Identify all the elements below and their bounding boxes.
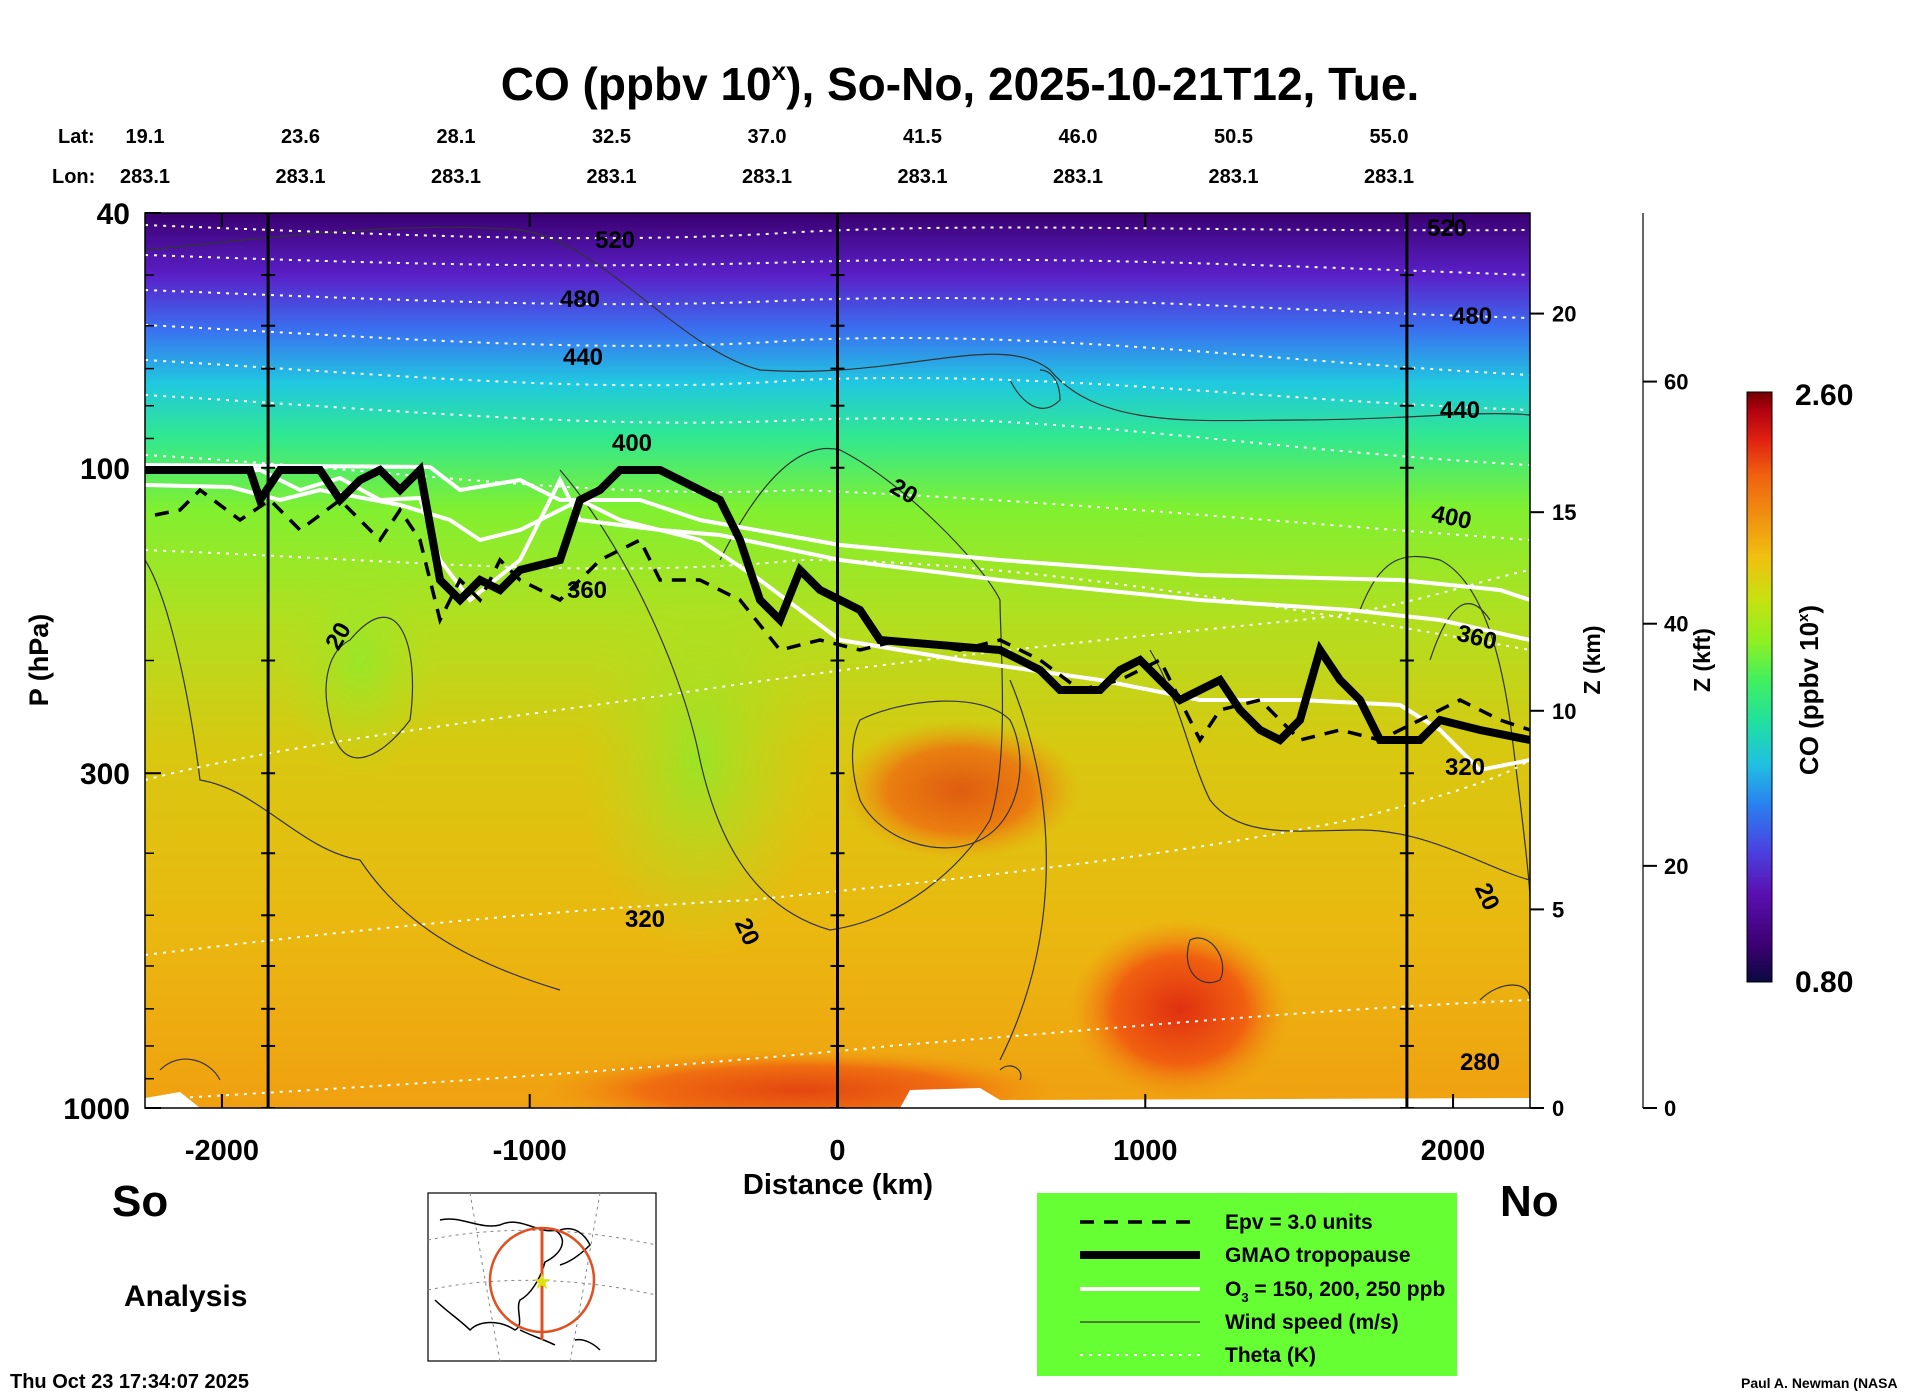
theta-label-440-left: 440 (563, 344, 603, 371)
lon-tick-8: 283.1 (1364, 166, 1414, 188)
z-km-tick-label-2: 10 (1552, 699, 1576, 724)
theta-contours (145, 224, 1530, 1101)
x-axis-label: Distance (km) (743, 1169, 933, 1201)
colorbar-max-label: 2.60 (1795, 379, 1853, 412)
z-kft-tick-label-2: 40 (1664, 612, 1688, 637)
reference-lines (261, 213, 1414, 1108)
lat-tick-5: 41.5 (903, 126, 942, 148)
lat-label: Lat: (58, 126, 95, 148)
z-km-label: Z (km) (1579, 626, 1605, 695)
x-axis: -2000 -1000 0 1000 2000 (185, 213, 1485, 1167)
tropopause-line (145, 461, 1530, 745)
z-km-tick-label-1: 5 (1552, 897, 1564, 922)
ozone-contours (145, 463, 1530, 773)
co-high-region-mid (840, 720, 1080, 860)
lon-label: Lon: (52, 166, 95, 188)
theta-label-440-right: 440 (1440, 397, 1480, 424)
lat-tick-8: 55.0 (1370, 126, 1409, 148)
y-axis: 40 100 300 1000 (63, 198, 161, 1126)
chart-title: CO (ppbv 10x), So-No, 2025-10-21T12, Tue… (501, 56, 1420, 110)
lon-tick-7: 283.1 (1208, 166, 1258, 188)
legend-wind-label: Wind speed (m/s) (1225, 1311, 1399, 1334)
lon-tick-1: 283.1 (275, 166, 325, 188)
y-tick-label-3: 1000 (63, 1093, 130, 1126)
z-km-axis: 0 5 10 15 20 (1530, 302, 1576, 1121)
y-tick-label-2: 300 (80, 758, 130, 791)
timestamp: Thu Oct 23 17:34:07 2025 (10, 1371, 249, 1393)
colorbar-min-label: 0.80 (1795, 966, 1853, 999)
z-km-tick-label-3: 15 (1552, 500, 1576, 525)
theta-label-520-left: 520 (595, 227, 635, 254)
x-tick-label-1: -1000 (493, 1135, 567, 1167)
lat-tick-7: 50.5 (1214, 126, 1253, 148)
lon-tick-6: 283.1 (1053, 166, 1103, 188)
lon-tick-2: 283.1 (431, 166, 481, 188)
legend-theta-label: Theta (K) (1225, 1344, 1316, 1367)
theta-label-480-right: 480 (1452, 303, 1492, 330)
theta-label-280: 280 (1460, 1049, 1500, 1076)
lon-tick-4: 283.1 (742, 166, 792, 188)
co-high-region-lower (1070, 920, 1290, 1100)
epv-line (154, 487, 1530, 744)
analysis-label: Analysis (124, 1280, 247, 1313)
legend: Epv = 3.0 units GMAO tropopause O3 = 150… (1037, 1193, 1457, 1376)
z-kft-label: Z (kft) (1689, 628, 1715, 692)
south-label: So (112, 1177, 168, 1226)
lon-tick-5: 283.1 (897, 166, 947, 188)
inset-map: ★ (427, 1192, 657, 1362)
lat-tick-6: 46.0 (1059, 126, 1098, 148)
x-tick-label-3: 1000 (1113, 1135, 1178, 1167)
theta-label-520-right: 520 (1427, 215, 1467, 242)
y-axis-label: P (hPa) (24, 614, 54, 707)
legend-tropopause-label: GMAO tropopause (1225, 1244, 1411, 1267)
surface-mask (145, 1088, 1530, 1108)
inset-center-star-icon: ★ (532, 1269, 552, 1294)
lon-tick-0: 283.1 (120, 166, 170, 188)
z-km-tick-label-0: 0 (1552, 1096, 1564, 1121)
theta-label-480-left: 480 (560, 286, 600, 313)
co-low-region-left (280, 540, 440, 780)
inset-coastline (434, 1218, 601, 1351)
legend-epv-label: Epv = 3.0 units (1225, 1211, 1373, 1234)
x-tick-label-4: 2000 (1421, 1135, 1486, 1167)
lat-tick-0: 19.1 (126, 126, 165, 148)
lat-tick-4: 37.0 (748, 126, 787, 148)
z-kft-tick-label-1: 20 (1664, 854, 1688, 879)
z-kft-tick-label-0: 0 (1664, 1096, 1676, 1121)
z-kft-axis: 0 20 40 60 (1643, 370, 1688, 1121)
wind-speed-contours (145, 226, 1530, 1081)
plot-area: 520 480 440 400 360 320 520 480 440 400 … (145, 213, 1530, 1108)
lat-tick-2: 28.1 (437, 126, 476, 148)
legend-ozone-label: O3 = 150, 200, 250 ppb (1225, 1278, 1445, 1305)
y-tick-label-0: 40 (97, 198, 130, 231)
lat-tick-3: 32.5 (592, 126, 631, 148)
theta-label-360-left: 360 (567, 577, 607, 604)
theta-label-320-left: 320 (625, 906, 665, 933)
lon-tick-3: 283.1 (586, 166, 636, 188)
colorbar-label: CO (ppbv 10x) (1794, 605, 1824, 775)
x-tick-label-2: 0 (829, 1135, 845, 1167)
z-kft-tick-label-3: 60 (1664, 370, 1688, 395)
colorbar (1746, 391, 1773, 983)
credit: Paul A. Newman (NASA (1741, 1375, 1898, 1391)
theta-label-400-left: 400 (612, 430, 652, 457)
theta-label-320-right: 320 (1445, 754, 1485, 781)
y-tick-label-1: 100 (80, 453, 130, 486)
z-km-tick-label-4: 20 (1552, 302, 1576, 327)
x-tick-label-0: -2000 (185, 1135, 259, 1167)
lat-tick-1: 23.6 (281, 126, 320, 148)
north-label: No (1500, 1177, 1559, 1226)
